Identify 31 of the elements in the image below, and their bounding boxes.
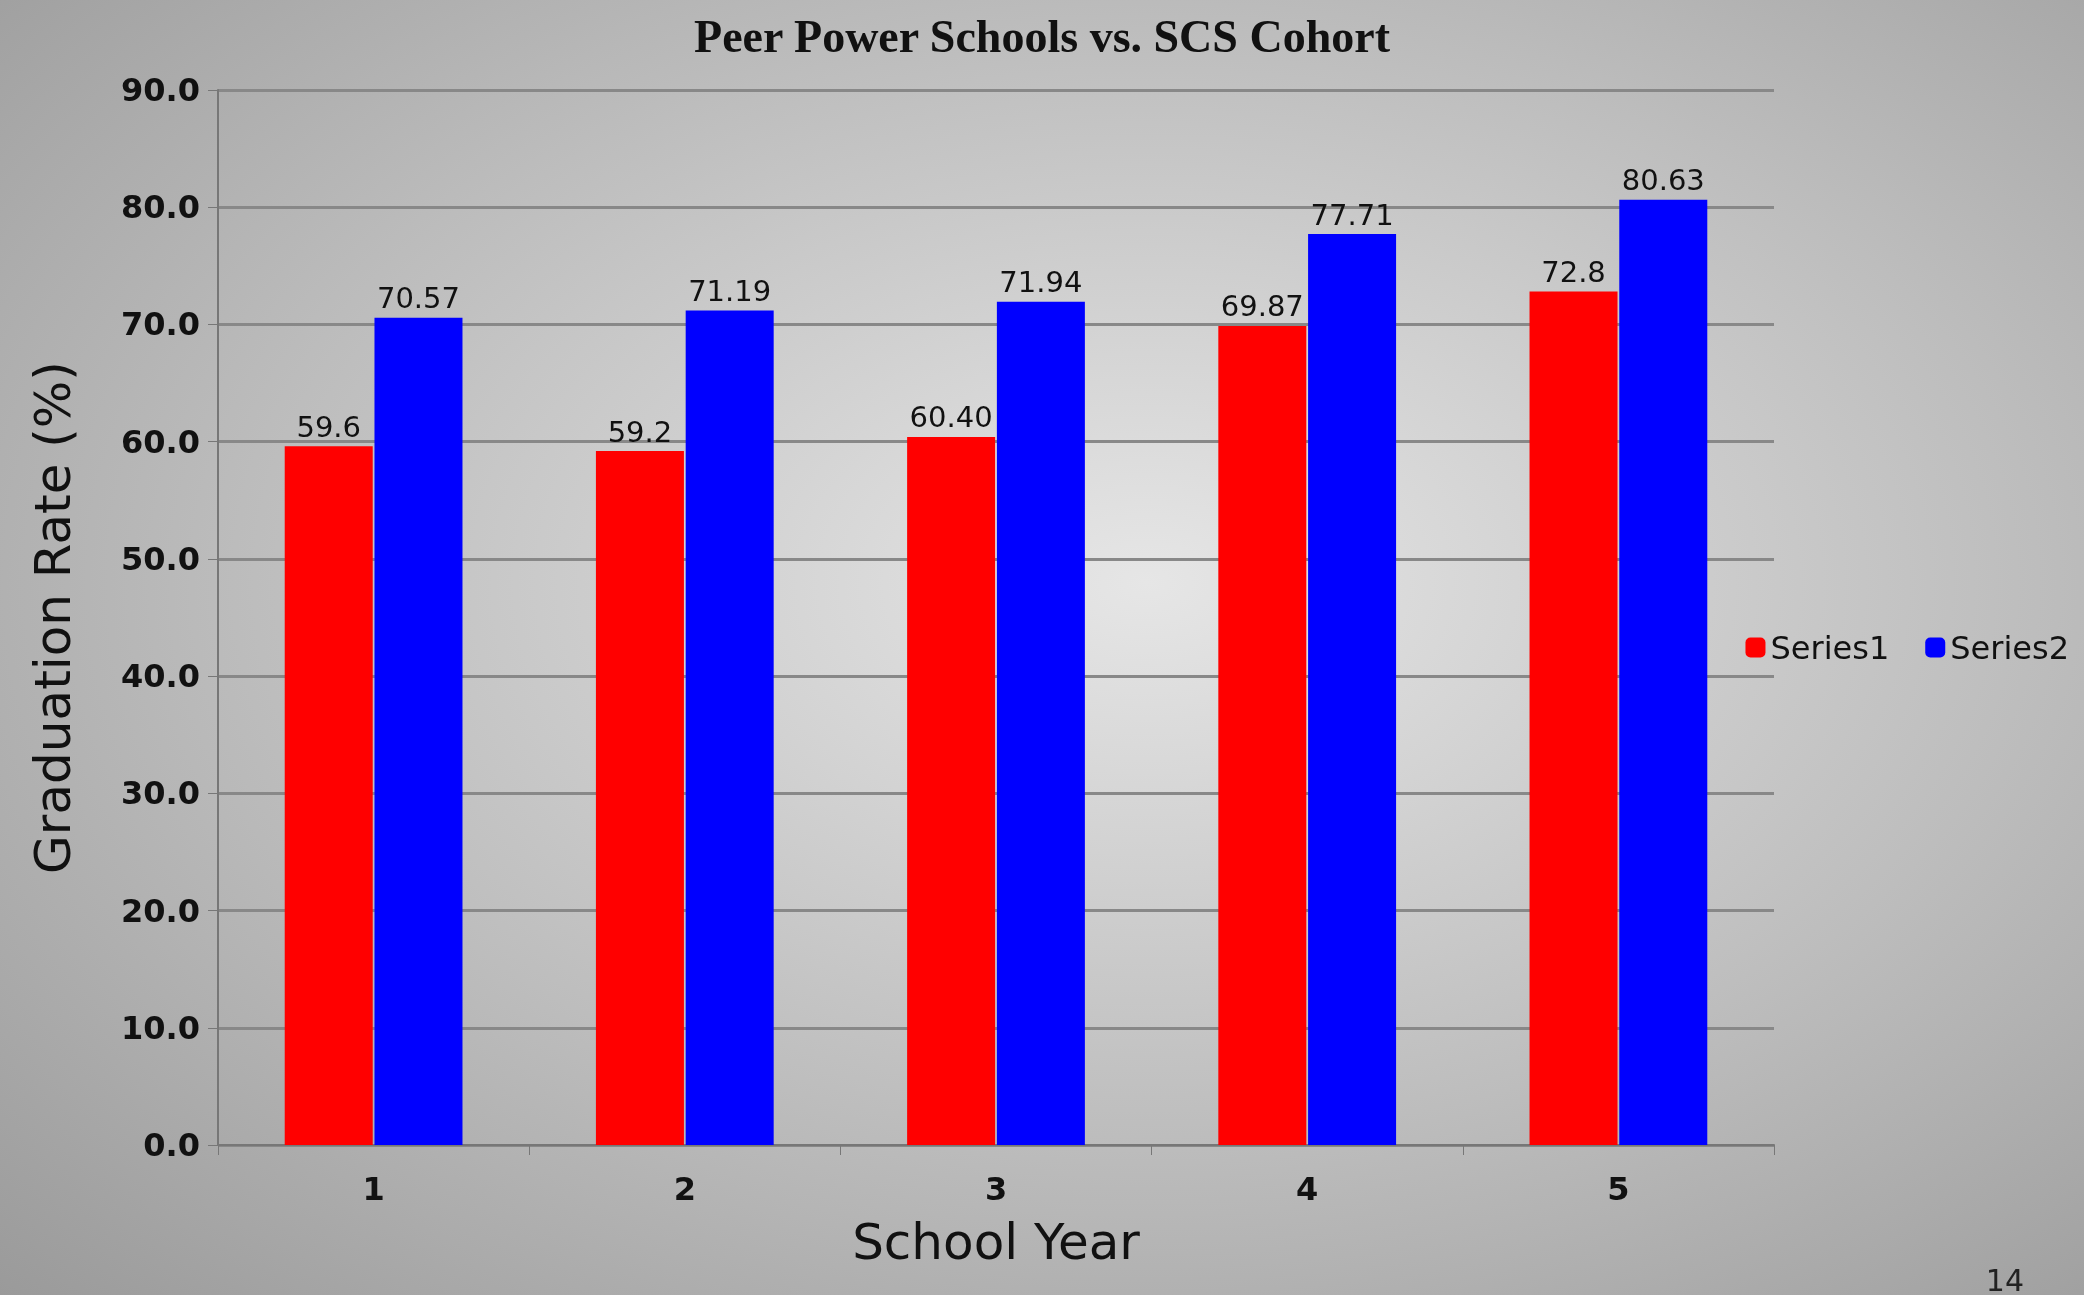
data-label: 77.71 [1310,197,1394,232]
x-tick-label: 1 [362,1170,385,1208]
y-tick-label: 50.0 [121,539,200,578]
y-tick-label: 20.0 [121,891,200,930]
x-tick-label: 2 [673,1170,696,1208]
x-axis-title: School Year [852,1213,1141,1271]
x-tick-label: 5 [1607,1170,1630,1208]
legend-label: Series2 [1950,628,2069,667]
text: 14 [1985,1262,2025,1295]
x-tick-label: 3 [984,1170,1008,1208]
chart-title: Peer Power Schools vs. SCS Cohort [694,10,1391,62]
data-label: 71.19 [688,273,772,308]
data-label: 59.2 [607,414,673,449]
y-tick-label: 70.0 [121,305,200,344]
y-axis-title: Graduation Rate (%) [24,361,82,874]
y-tick-label: 40.0 [121,657,200,696]
y-tick-label: 0.0 [143,1126,200,1164]
y-tick-label: 80.0 [121,188,200,227]
data-label: 72.8 [1541,255,1606,290]
y-tick-label: 60.0 [121,422,200,461]
y-tick-label: 10.0 [121,1008,200,1047]
data-label: 69.87 [1220,289,1304,324]
data-label: 80.63 [1621,163,1705,198]
y-tick-label: 30.0 [121,774,200,813]
legend-label: Series1 [1770,628,1890,667]
y-tick-label: 90.0 [121,71,200,109]
data-label: 70.57 [376,281,460,316]
data-label: 71.94 [999,265,1083,300]
x-tick-label: 4 [1296,1170,1319,1208]
data-label: 60.40 [909,400,993,435]
data-label: 59.6 [296,409,362,444]
